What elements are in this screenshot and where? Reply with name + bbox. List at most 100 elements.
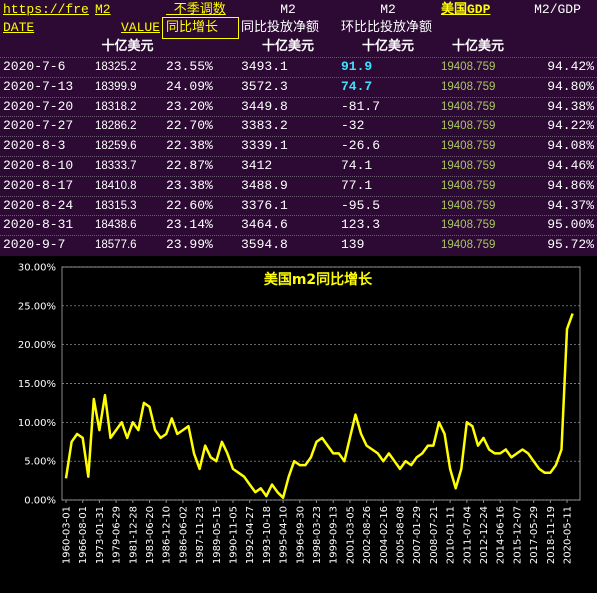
table-cell: -81.7 xyxy=(341,98,381,114)
header-cell: 同比增长 xyxy=(162,17,239,39)
table-cell: 22.70% xyxy=(166,118,213,134)
row-divider xyxy=(0,215,597,217)
table-cell: 94.42% xyxy=(547,59,594,74)
table-cell: 19408.759 xyxy=(441,199,496,212)
table-cell: 91.9 xyxy=(341,59,373,74)
header-cell: M2 xyxy=(95,2,111,17)
y-tick-label: 30.00% xyxy=(18,263,56,274)
table-cell: 3339.1 xyxy=(241,138,288,154)
table-cell: 18325.2 xyxy=(95,61,137,73)
row-divider xyxy=(0,96,597,98)
x-tick-label: 2001-03-05 xyxy=(345,506,356,564)
row-divider xyxy=(0,175,597,177)
table-cell: 3383.2 xyxy=(241,118,288,134)
table-cell: 2020-8-10 xyxy=(3,158,74,173)
table-cell: 19408.759 xyxy=(441,80,496,93)
x-tick-label: 1979-06-29 xyxy=(112,506,123,564)
table-cell: 3594.8 xyxy=(241,237,288,253)
header-cell: 环比比投放净额 xyxy=(341,20,433,35)
table-cell: 3376.1 xyxy=(241,197,288,213)
table-cell: 94.38% xyxy=(547,98,594,114)
x-tick-label: 1995-04-10 xyxy=(279,506,290,564)
x-tick-label: 2010-01-11 xyxy=(446,506,457,564)
y-tick-label: 10.00% xyxy=(18,418,56,429)
table-cell: 3449.8 xyxy=(241,98,288,114)
x-tick-label: 2018-11-19 xyxy=(546,506,557,564)
table-cell: 18259.6 xyxy=(95,140,137,153)
table-cell: 94.08% xyxy=(547,138,594,154)
table-cell: 18577.6 xyxy=(95,239,137,252)
table-cell: 94.80% xyxy=(547,78,594,94)
table-cell: 18438.6 xyxy=(95,219,137,232)
chart-title: 美国m2同比增长 xyxy=(264,271,373,288)
header-cell: 美国GDP xyxy=(441,2,491,17)
table-cell: 3488.9 xyxy=(241,177,288,193)
row-divider xyxy=(0,136,597,138)
table-cell: 19408.759 xyxy=(441,140,496,153)
table-cell: 2020-7-20 xyxy=(3,98,74,114)
table-cell: 2020-9-7 xyxy=(3,237,66,253)
table-cell: 95.72% xyxy=(547,237,594,253)
x-tick-label: 1960-03-01 xyxy=(62,506,73,564)
table-cell: 18318.2 xyxy=(95,100,137,113)
row-divider xyxy=(0,235,597,237)
table-cell: 2020-8-3 xyxy=(3,138,66,154)
x-tick-label: 2011-07-04 xyxy=(462,506,473,564)
x-tick-label: 1996-09-30 xyxy=(295,506,306,564)
table-cell: 23.14% xyxy=(166,217,213,233)
row-divider xyxy=(0,195,597,197)
table-cell: 74.1 xyxy=(341,158,373,173)
table-cell: 139 xyxy=(341,237,365,253)
unit-cell: 十亿美元 xyxy=(261,39,314,54)
unit-cell: 十亿美元 xyxy=(451,39,504,54)
y-tick-label: 25.00% xyxy=(18,301,56,312)
table-cell: 18410.8 xyxy=(95,179,137,192)
table-cell: 2020-8-31 xyxy=(3,217,74,233)
header-cell: _不季调数 xyxy=(166,2,226,17)
table-cell: 22.87% xyxy=(166,158,213,173)
x-tick-label: 2012-12-24 xyxy=(479,506,490,564)
x-tick-label: 1983-06-20 xyxy=(145,506,156,564)
table-cell: 3412 xyxy=(241,158,273,173)
x-tick-label: 1987-11-23 xyxy=(195,506,206,564)
header-cell: M2/GDP xyxy=(534,2,581,17)
table-cell: 19408.759 xyxy=(441,120,496,133)
table-cell: -26.6 xyxy=(341,138,381,154)
chart: 美国m2同比增长 0.00% 5.00% 10.00% 15.00% 20.00% 25.… xyxy=(0,256,597,593)
x-tick-label: 2002-08-26 xyxy=(362,506,373,564)
unit-cell: 十亿美元 xyxy=(361,39,414,54)
table-cell: 74.7 xyxy=(341,78,373,94)
spreadsheet: https://fre DATE M2 VALUE 十亿美元 _不季调数 同比增长 M2 同比投… xyxy=(0,0,597,256)
header-cell: VALUE xyxy=(120,20,160,35)
header-cell[interactable]: https://fre xyxy=(3,2,89,17)
table-cell: 18315.3 xyxy=(95,199,137,212)
table-cell: 2020-8-17 xyxy=(3,177,74,193)
table-cell: 19408.759 xyxy=(441,100,496,113)
table-cell: 19408.759 xyxy=(441,239,496,252)
header-cell: M2 xyxy=(280,2,296,17)
data-line xyxy=(64,313,574,499)
table-cell: 2020-8-24 xyxy=(3,197,74,213)
table-cell: 95.00% xyxy=(547,217,594,233)
table-cell: 23.55% xyxy=(166,59,213,74)
x-tick-label: 2005-08-08 xyxy=(396,506,407,564)
table-cell: 3493.1 xyxy=(241,59,288,74)
table-cell: -32 xyxy=(341,118,365,134)
x-tick-label: 1990-11-05 xyxy=(229,506,240,564)
x-tick-label: 1986-06-02 xyxy=(178,506,189,564)
header-cell: DATE xyxy=(3,20,35,35)
table-cell: 22.38% xyxy=(166,138,213,154)
table-cell: 2020-7-6 xyxy=(3,59,66,74)
y-tick-label: 15.00% xyxy=(18,379,56,390)
unit-cell: 十亿美元 xyxy=(101,39,154,54)
x-tick-label: 2014-06-16 xyxy=(496,506,507,564)
table-cell: 94.46% xyxy=(547,158,594,173)
table-cell: -95.5 xyxy=(341,197,381,213)
table-cell: 18333.7 xyxy=(95,160,137,172)
row-divider xyxy=(0,76,597,78)
x-tick-label: 1998-03-23 xyxy=(312,506,323,564)
x-tick-label: 1992-04-27 xyxy=(245,506,256,564)
x-tick-label: 2015-12-07 xyxy=(512,506,523,564)
row-divider xyxy=(0,116,597,118)
